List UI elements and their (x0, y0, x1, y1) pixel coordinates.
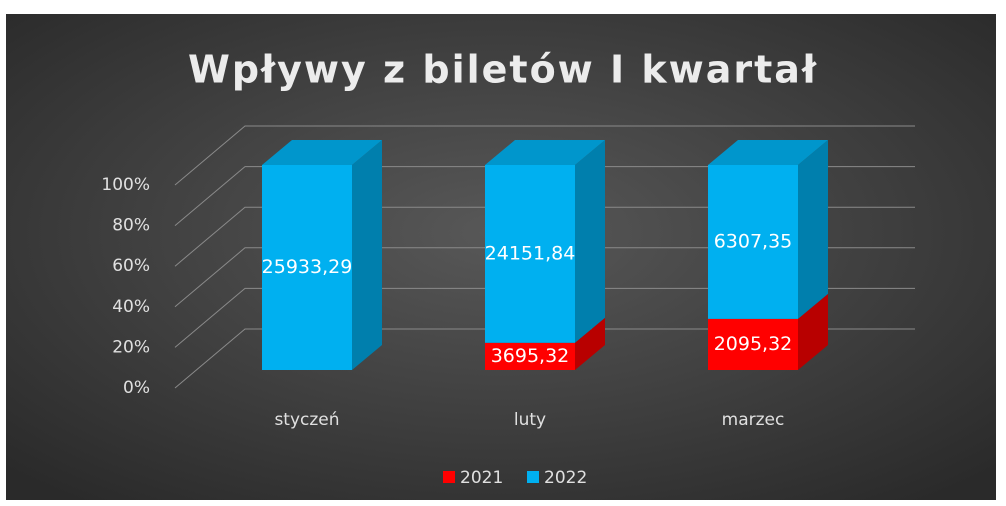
bar-segment (708, 140, 828, 319)
bar-side (575, 140, 605, 343)
grid-line (174, 166, 915, 226)
y-tick-label: 60% (112, 256, 150, 276)
grid-line (174, 247, 915, 308)
y-tick-label: 0% (123, 378, 150, 398)
data-label: 25933,29 (262, 256, 353, 278)
bar-front (708, 318, 798, 370)
legend-label: 2021 (460, 468, 503, 488)
bar-segment (708, 293, 828, 370)
bar-top (485, 140, 605, 165)
grid-line (174, 125, 915, 186)
data-label: 24151,84 (485, 242, 576, 264)
bar-front (485, 165, 575, 343)
bar-side (798, 293, 828, 370)
data-label: 6307,35 (714, 230, 793, 252)
legend-label: 2022 (544, 468, 587, 488)
data-label: 2095,32 (714, 333, 793, 355)
y-tick-label: 20% (112, 337, 150, 357)
bar-side (352, 140, 382, 370)
y-tick-label: 100% (101, 175, 150, 195)
bar-top (708, 140, 828, 165)
bar-segment (262, 140, 382, 370)
y-tick-label: 80% (112, 216, 150, 236)
legend-swatch (443, 471, 455, 483)
grid-line (174, 328, 915, 389)
data-label: 3695,32 (491, 345, 570, 367)
bar-front (262, 165, 352, 370)
y-tick-label: 40% (112, 297, 150, 317)
chart-title: Wpływy z biletów I kwartał (188, 48, 818, 92)
bar-front (485, 342, 575, 370)
bar-segment (485, 317, 605, 370)
bar-side (575, 317, 605, 370)
x-tick-label: marzec (722, 410, 785, 430)
bar-top (262, 140, 382, 165)
x-tick-label: luty (514, 410, 546, 430)
x-tick-label: styczeń (274, 410, 339, 430)
bar-front (708, 165, 798, 319)
grid-line (174, 206, 915, 267)
legend-swatch (527, 471, 539, 483)
grid-line (174, 287, 915, 348)
bar-side (798, 140, 828, 319)
bar-segment (485, 140, 605, 343)
